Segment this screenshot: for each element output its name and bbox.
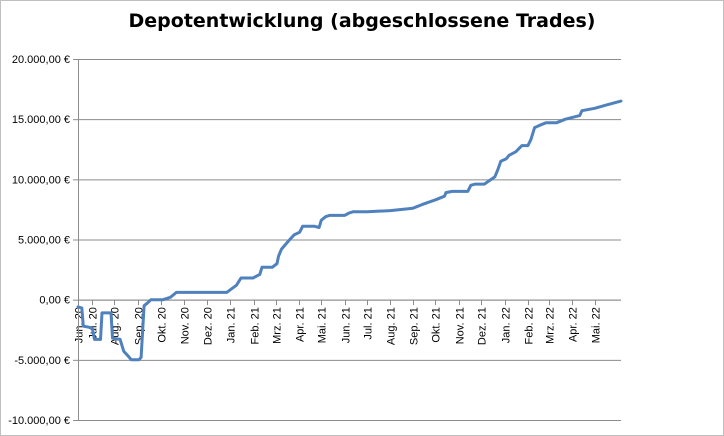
x-tick-label: Jul. 21 (363, 307, 375, 339)
y-axis-tick-labels: 20.000,00 € 15.000,00 € 10.000,00 € 5.000,0… (8, 54, 70, 427)
y-tick-label: 15.000,00 € (12, 114, 70, 126)
x-tick-label: Mrz. 21 (272, 307, 284, 344)
series-layer (76, 99, 623, 362)
x-tick-label: Mrz. 22 (545, 307, 557, 344)
x-tick-label: Jun. 21 (341, 307, 353, 343)
gridlines (73, 59, 621, 421)
x-tick-label: Aug. 21 (386, 307, 398, 345)
x-tick-label: Okt. 20 (157, 307, 169, 342)
x-tick-label: Apr. 22 (568, 307, 580, 342)
x-tick-label: Nov. 20 (180, 307, 192, 344)
y-tick-label: 20.000,00 € (12, 54, 70, 66)
x-axis-tick-labels: Jun. 20 Jul. 20 Aug. 20 Sep. 20 Okt. 20 Nov. … (74, 307, 603, 345)
x-tick-label: Okt. 21 (431, 307, 443, 342)
x-tick-label: Apr. 21 (295, 307, 307, 342)
y-tick-label: 5.000,00 € (18, 235, 70, 247)
x-tick-label: Mai. 22 (591, 307, 603, 343)
series-line (76, 99, 623, 362)
y-tick-label: -10.000,00 € (8, 415, 70, 427)
x-tick-label: Sep. 21 (409, 307, 421, 345)
x-tick-label: Nov. 21 (455, 307, 467, 344)
y-tick-label: 0,00 € (39, 295, 70, 307)
x-tick-label: Jan. 22 (501, 307, 513, 343)
y-tick-label: 10.000,00 € (12, 174, 70, 186)
x-tick-label: Dez. 20 (203, 307, 215, 345)
x-tick-label: Feb. 21 (250, 307, 262, 344)
x-tick-label: Jan. 21 (226, 307, 238, 343)
x-tick-label: Mai. 21 (317, 307, 329, 343)
x-tick-label: Feb. 22 (524, 307, 536, 344)
axes (78, 59, 621, 421)
x-tick-label: Jul. 20 (88, 307, 100, 339)
chart-title: Depotentwicklung (abgeschlossene Trades) (128, 10, 596, 32)
x-tick-label: Dez. 21 (477, 307, 489, 345)
y-tick-label: -5.000,00 € (14, 355, 70, 367)
